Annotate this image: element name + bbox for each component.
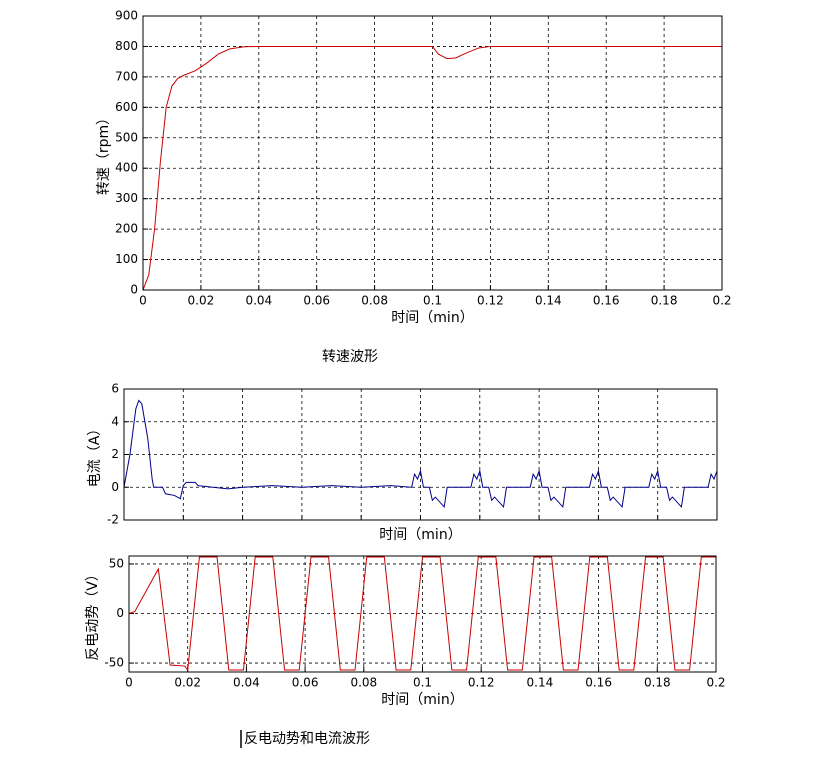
- x-tick-label: 0.08: [361, 294, 388, 308]
- y-tick-label: 0: [111, 480, 119, 494]
- y-axis-label: 转速（rpm）: [96, 111, 112, 195]
- x-tick-label: 0.2: [712, 294, 731, 308]
- x-tick-label: 0.02: [174, 676, 201, 690]
- y-tick-label: -2: [107, 513, 119, 527]
- data-line: [123, 399, 718, 509]
- caption: 反电动势和电流波形: [244, 731, 370, 747]
- y-tick-label: -50: [104, 656, 124, 670]
- x-tick-label: 0.18: [644, 676, 671, 690]
- x-tick-label: 0.12: [477, 294, 504, 308]
- y-tick-label: 300: [115, 191, 138, 205]
- x-axis-label: 时间（min）: [379, 527, 461, 543]
- y-tick-label: 100: [115, 252, 138, 266]
- y-tick-label: 2: [111, 447, 119, 461]
- data-line: [128, 556, 716, 672]
- y-tick-label: 600: [115, 100, 138, 114]
- caption: 转速波形: [322, 349, 378, 365]
- x-tick-label: 0.16: [593, 294, 620, 308]
- x-tick-label: 0.16: [585, 676, 612, 690]
- x-tick-label: 0.18: [651, 294, 678, 308]
- y-tick-label: 400: [115, 161, 138, 175]
- x-tick-label: 0.1: [413, 676, 432, 690]
- y-tick-label: 0: [116, 606, 124, 620]
- x-tick-label: 0.04: [245, 294, 272, 308]
- x-axis-label: 时间（min）: [381, 692, 463, 708]
- y-tick-label: 900: [115, 9, 138, 23]
- y-axis-label: 反电动势（V）: [85, 567, 101, 661]
- x-tick-label: 0.14: [535, 294, 562, 308]
- x-tick-label: 0.2: [706, 676, 725, 690]
- x-tick-label: 0.02: [188, 294, 215, 308]
- y-tick-label: 6: [111, 382, 119, 396]
- x-tick-label: 0: [125, 676, 133, 690]
- plot-frame: [142, 15, 723, 291]
- data-line: [142, 45, 722, 291]
- x-tick-label: 0.08: [350, 676, 377, 690]
- y-tick-label: 0: [130, 283, 138, 297]
- y-tick-label: 700: [115, 69, 138, 83]
- y-axis-label: 电流（A）: [87, 422, 103, 488]
- x-tick-label: 0.06: [292, 676, 319, 690]
- x-tick-label: 0.14: [527, 676, 554, 690]
- x-tick-label: 0.06: [303, 294, 330, 308]
- x-tick-label: 0.12: [468, 676, 495, 690]
- y-tick-label: 500: [115, 130, 138, 144]
- x-tick-label: 0.1: [423, 294, 442, 308]
- y-tick-label: 4: [111, 414, 119, 428]
- y-tick-label: 800: [115, 39, 138, 53]
- plot-frame: [128, 555, 717, 673]
- y-tick-label: 200: [115, 222, 138, 236]
- y-tick-label: 50: [109, 556, 124, 570]
- x-axis-label: 时间（min）: [391, 310, 473, 326]
- plot-frame: [123, 388, 718, 521]
- plot-area: [143, 16, 722, 290]
- x-tick-label: 0.04: [233, 676, 260, 690]
- x-tick-label: 0: [139, 294, 147, 308]
